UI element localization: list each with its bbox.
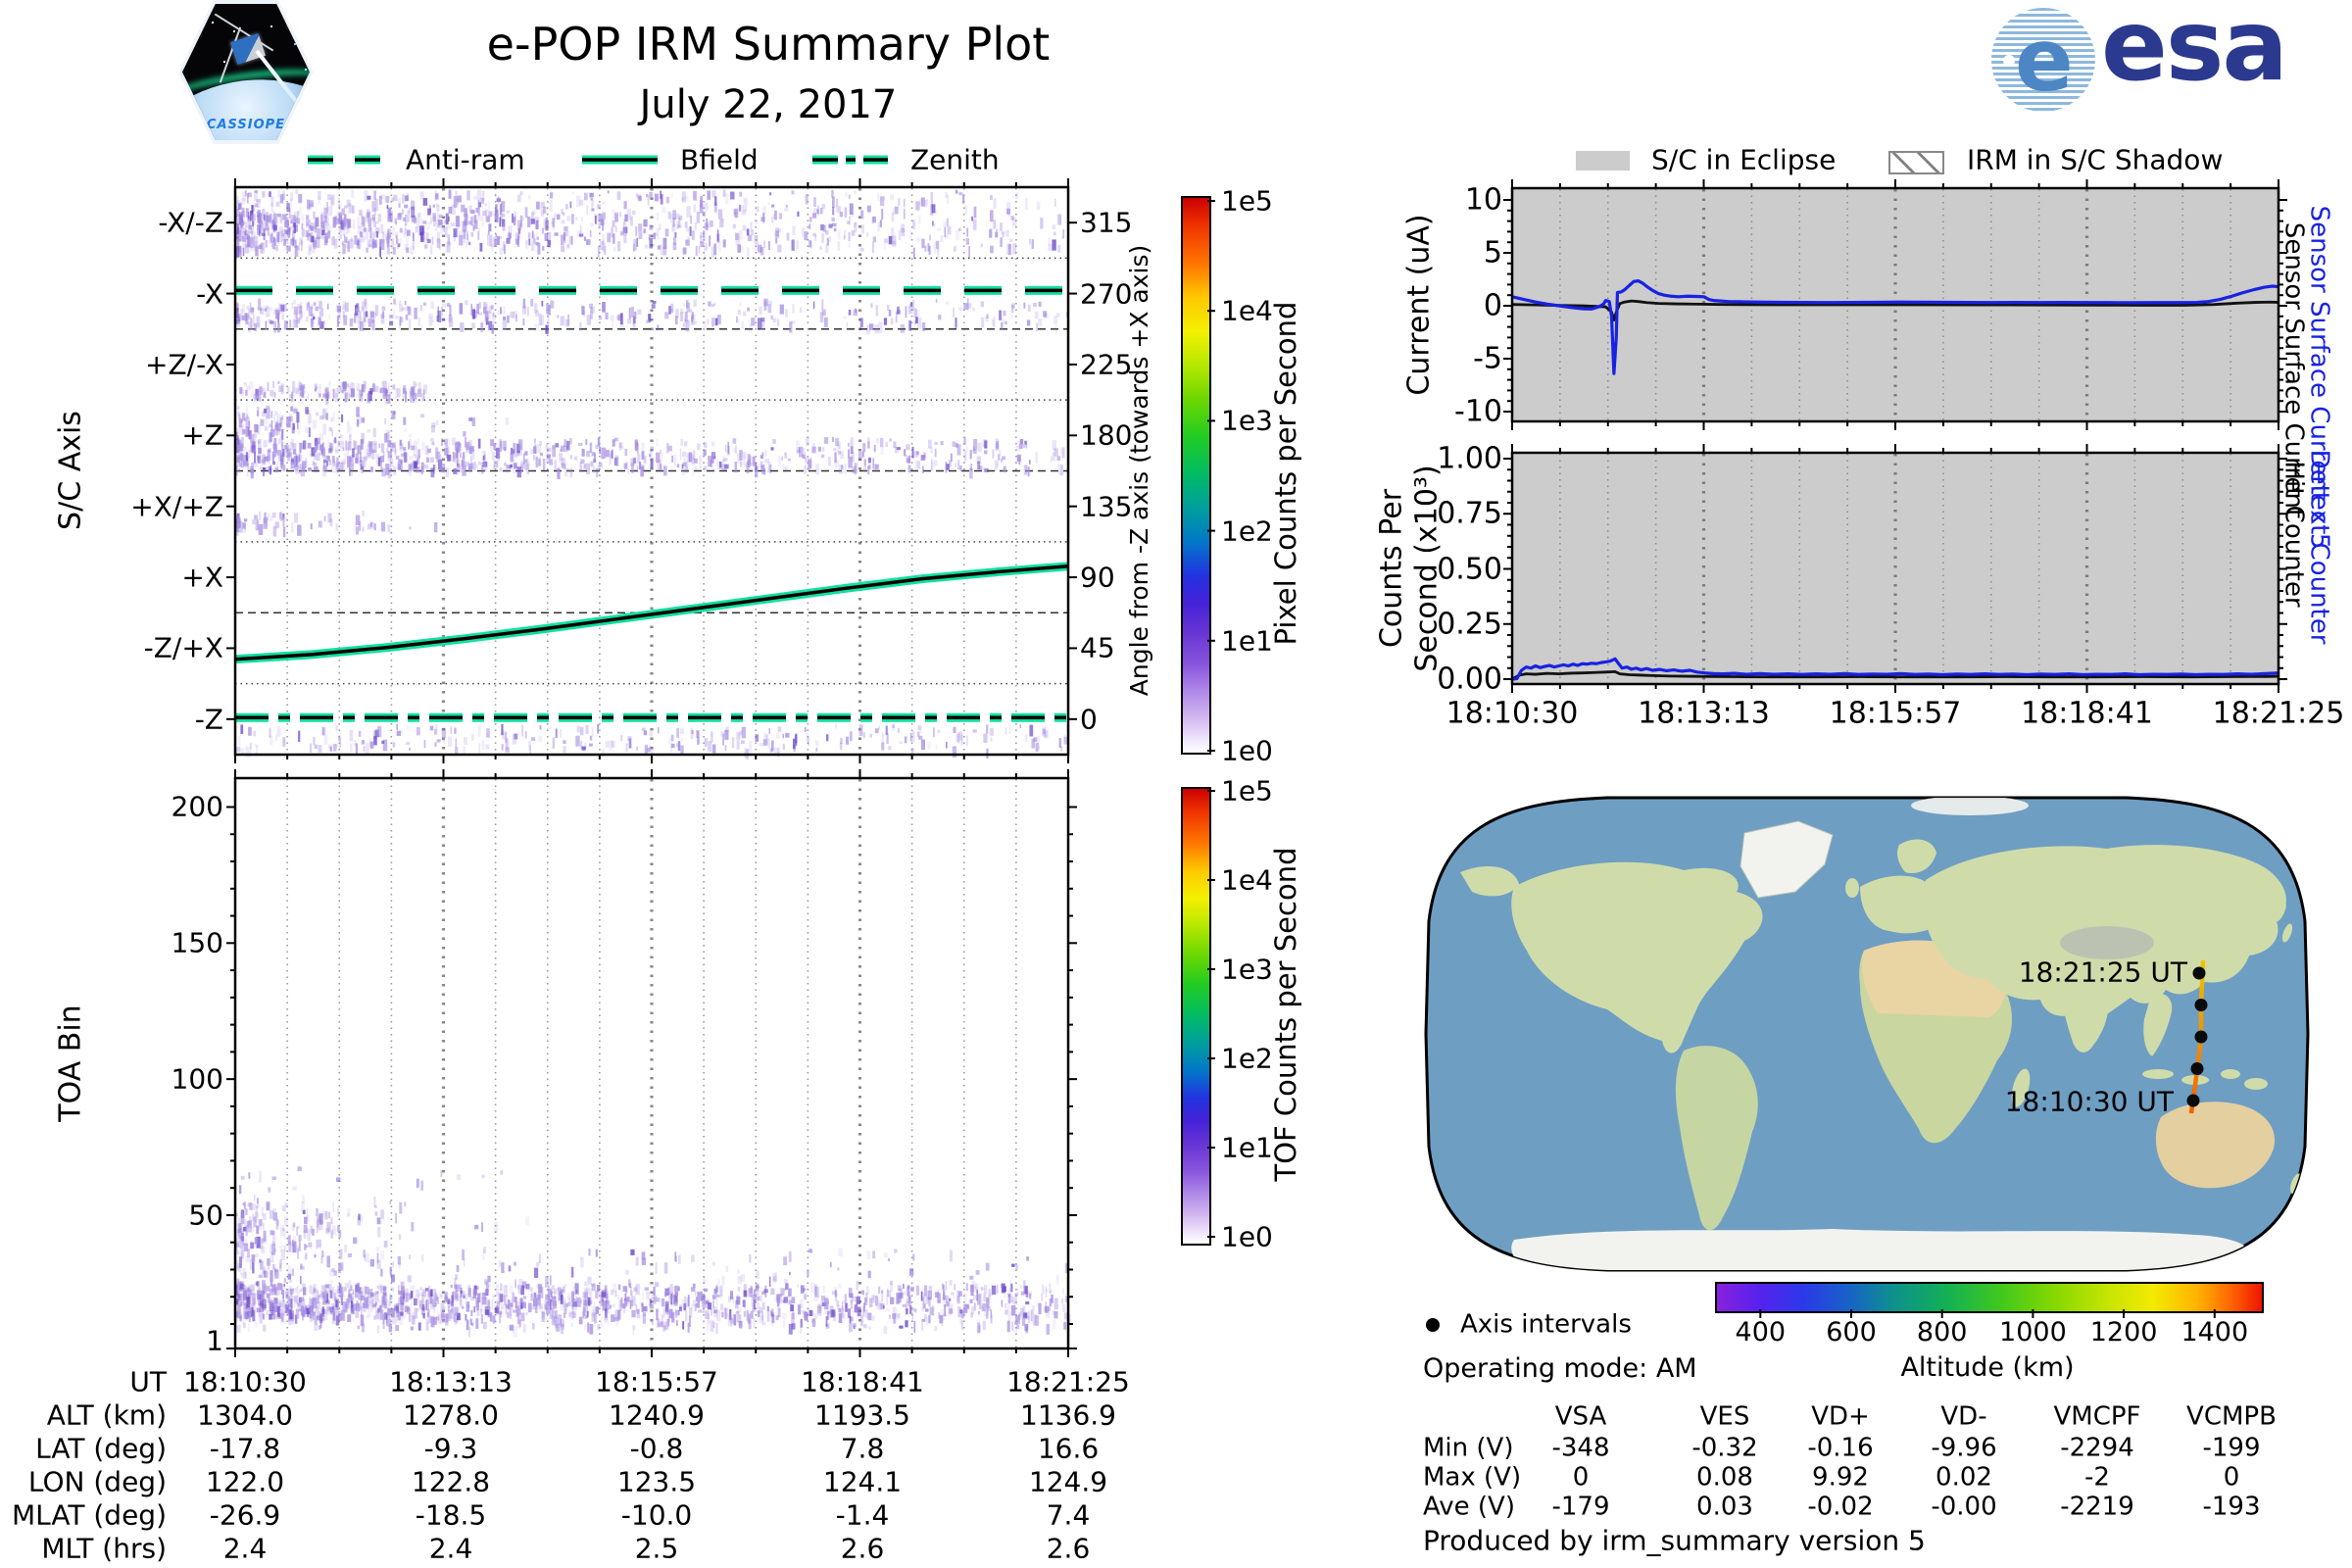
altitude-bar-title: Altitude (km) [1900,1351,2075,1383]
stars-decoration [212,22,214,24]
page-date: July 22, 2017 [639,82,898,127]
map-britain [1845,878,1859,898]
map-india [2062,980,2109,1053]
produced-by-footer: Produced by irm_summary version 5 [1423,1524,1926,1557]
esa-globe-dot [2003,55,2015,67]
map-indonesia [2142,1069,2174,1079]
tof-counts-colorbar [1181,787,1211,1246]
map-greenland [1740,820,1834,899]
map-new-guinea [2244,1078,2268,1090]
pixel-colorbar-title: Pixel Counts per Second [1268,301,1302,646]
map-japan [2273,900,2286,923]
sc-axis-ylabel: S/C Axis [53,411,88,530]
counts-ylabel-line2: Second (x10³) [1409,465,1445,672]
map-himalaya [2060,926,2154,959]
operating-mode-label: Operating mode: AM [1423,1352,1697,1384]
esa-globe-icon: e [1991,8,2095,112]
world-map [1424,796,2310,1272]
map-arctic-ice [1911,798,2029,815]
map-antarctica [1511,1229,2250,1270]
map-japan [2281,923,2293,943]
ground-track-dots [2186,966,2208,1107]
map-madagascar [2011,1068,2031,1107]
altitude-colorbar [1715,1282,2264,1313]
esa-logo: e esa [1991,0,2288,114]
toa-ylabel: TOA Bin [53,1004,88,1122]
shadow-legend-swatch [1888,151,1944,174]
esa-wordmark: esa [2101,0,2288,103]
pixel-counts-colorbar [1181,196,1211,755]
map-south-america [1675,1046,1758,1231]
track-start-time-label: 18:10:30 UT [2004,1085,2174,1118]
map-australia [2155,1102,2276,1189]
map-indochina [2143,993,2173,1056]
map-indonesia [2221,1069,2240,1079]
patch-label: CASSIOPE [206,118,286,132]
angle-axis-label: Angle from -Z axis (towards +X axis) [1124,244,1153,697]
page-title: e-POP IRM Summary Plot [486,17,1051,71]
counts-right-label-black: Hit Counter [2278,461,2309,608]
current-ylabel: Current (uA) [1401,214,1437,396]
counts-ylabel-line1: Counts Per [1374,488,1409,649]
map-north-america [1511,861,1763,1054]
map-scandinavia [1897,839,1936,874]
counts-right-label-blue: Detect Counter [2304,449,2334,645]
eclipse-legend-swatch [1576,151,1630,171]
esa-globe-e: e [2015,10,2074,111]
track-end-time-label: 18:21:25 UT [2018,956,2187,989]
map-alaska [1460,865,1519,897]
map-continents [1460,798,2303,1270]
axis-intervals-label: Axis intervals [1460,1309,1632,1340]
tof-colorbar-title: TOF Counts per Second [1268,847,1302,1182]
